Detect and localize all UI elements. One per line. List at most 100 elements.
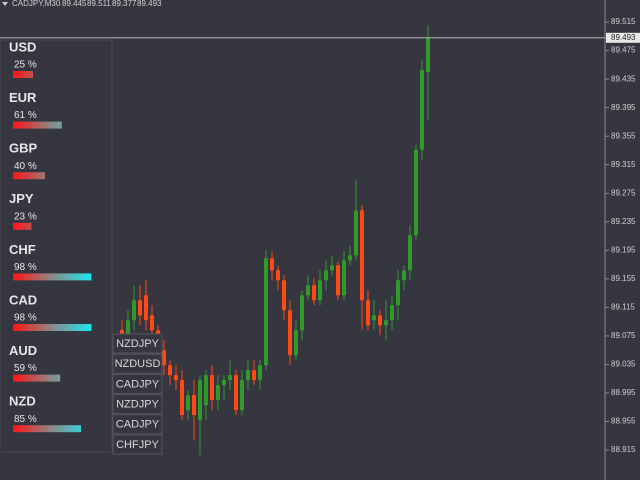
y-tick-label: 88.955	[611, 417, 636, 426]
strength-bar	[13, 222, 32, 230]
candle-body	[228, 375, 232, 381]
candle-body	[330, 265, 334, 271]
candle-body	[168, 365, 172, 376]
y-tick-label: 89.315	[611, 160, 636, 169]
candle-body	[246, 370, 250, 381]
pair-button[interactable]	[112, 333, 163, 354]
strength-bar	[13, 172, 45, 180]
candle-body	[150, 315, 154, 331]
candle-body	[234, 375, 238, 411]
y-tick-label: 88.915	[611, 445, 636, 454]
pair-button-label[interactable]: CHFJPY	[116, 439, 159, 451]
ohlc-low: 89.377	[112, 0, 137, 8]
y-tick-label: 89.435	[611, 74, 636, 83]
candle-body	[174, 375, 178, 381]
strength-label: 85 %	[14, 414, 37, 425]
menu-arrow[interactable]	[2, 2, 8, 6]
candle-body	[294, 330, 298, 356]
candle-body	[336, 265, 340, 296]
pair-button[interactable]	[112, 434, 163, 455]
pair-button-label[interactable]: CADJPY	[116, 419, 160, 431]
pair-button[interactable]	[112, 353, 163, 374]
strength-label: 61 %	[14, 110, 37, 121]
y-tick-label: 89.475	[611, 46, 636, 55]
candle-body	[192, 395, 196, 416]
candle-body	[426, 37, 430, 73]
strength-bar	[13, 324, 92, 331]
strength-bar	[13, 273, 92, 281]
candle-body	[204, 375, 208, 406]
plot: 89.515 89.475 89.435 89.395 89.355 89.315 89.2…	[0, 17, 640, 456]
candle-body	[264, 258, 268, 366]
candle-body	[240, 380, 244, 411]
y-tick-label: 89.075	[611, 331, 636, 340]
pair-button[interactable]	[112, 394, 163, 415]
y-tick-label: 89.395	[611, 103, 636, 112]
candle-body	[342, 260, 346, 296]
strength-label: 98 %	[14, 313, 37, 324]
candle-body	[372, 315, 376, 321]
candle-body	[414, 149, 418, 236]
currency-name: GBP	[9, 141, 38, 156]
currency-name: AUD	[9, 343, 37, 358]
pair-button[interactable]	[112, 373, 163, 394]
strength-bar	[13, 374, 61, 382]
candle-body	[360, 210, 364, 301]
candle-body	[354, 210, 358, 256]
strength-list: USD 25 % EUR 61 % GBP 40 % JPY 23 % CHF 98 % CAD 98…	[9, 39, 92, 433]
candle-body	[126, 320, 130, 346]
y-tick-label: 89.515	[611, 17, 636, 26]
candle-body	[288, 310, 292, 356]
pair-button-label[interactable]: NZDUSD	[115, 358, 161, 370]
currency-name: NZD	[9, 394, 36, 409]
candle-body	[318, 280, 322, 301]
candle-body	[138, 300, 142, 316]
ohlc-open: 89.445	[62, 0, 87, 8]
y-tick-label: 89.355	[611, 131, 636, 140]
strength-bar	[13, 71, 33, 78]
candle-body	[216, 385, 220, 401]
candle-body	[390, 305, 394, 321]
candle-body	[396, 280, 400, 306]
current-price-label: 89.493	[611, 33, 636, 42]
currency-name: CAD	[9, 292, 37, 307]
y-tick-label: 89.235	[611, 217, 636, 226]
candle-body	[348, 255, 352, 261]
ohlc-high: 89.511	[87, 0, 111, 8]
candle-body	[378, 315, 382, 326]
currency-name: USD	[9, 39, 36, 54]
candle-body	[252, 370, 256, 381]
strength-label: 98 %	[14, 262, 37, 273]
candle-body	[324, 270, 328, 281]
candle-body	[210, 375, 214, 401]
current-price-box	[606, 32, 640, 43]
pair-button-label[interactable]: NZDJPY	[116, 399, 159, 411]
candle-body	[300, 295, 304, 331]
strength-label: 23 %	[14, 211, 37, 222]
strength-label: 25 %	[14, 60, 37, 71]
candle-body	[144, 295, 148, 321]
pair-button[interactable]	[112, 414, 163, 435]
currency-name: JPY	[9, 191, 34, 206]
candle-body	[402, 270, 406, 281]
candle-body	[306, 285, 310, 296]
y-tick-label: 89.115	[611, 303, 635, 312]
candle-body	[180, 380, 184, 416]
candle-body	[198, 380, 202, 421]
pair-button-label[interactable]: CADJPY	[116, 378, 160, 390]
ohlc-close: 89.493	[137, 0, 162, 8]
symbol: CADJPY,M30	[12, 0, 61, 8]
y-tick-label: 89.155	[611, 274, 636, 283]
candle-body	[162, 350, 166, 366]
currency-name: EUR	[9, 90, 37, 105]
currency-name: CHF	[9, 242, 36, 257]
candle-body	[282, 280, 286, 311]
candle-body	[270, 258, 274, 271]
pair-button-label[interactable]: NZDJPY	[116, 338, 159, 350]
candle-body	[132, 300, 136, 321]
strength-bar	[13, 425, 81, 433]
candle-body	[186, 395, 190, 411]
candle-body	[222, 380, 226, 386]
strength-label: 59 %	[14, 363, 37, 374]
